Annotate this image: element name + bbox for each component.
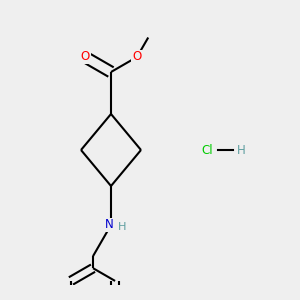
Text: Cl: Cl (201, 143, 213, 157)
Text: N: N (105, 218, 114, 232)
Text: O: O (132, 50, 142, 64)
Text: O: O (80, 50, 90, 64)
Text: H: H (118, 221, 127, 232)
Text: H: H (237, 143, 246, 157)
